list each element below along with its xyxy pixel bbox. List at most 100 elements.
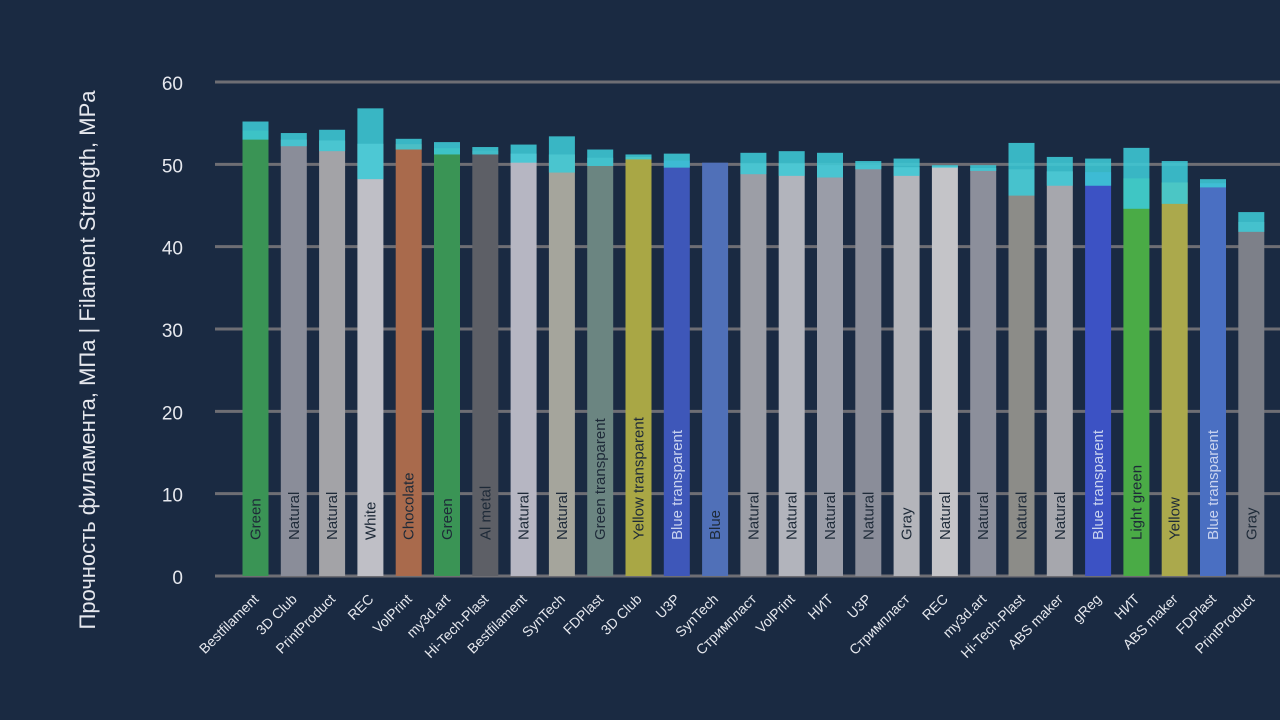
bar-color-label-14: Natural [784, 492, 801, 540]
bar-9 [587, 157, 614, 576]
bar-color-label-19: Natural [975, 492, 992, 540]
bar-color-label-2: Natural [324, 492, 341, 540]
y-tick-label-10: 10 [162, 486, 183, 507]
error-band-20 [1008, 142, 1035, 196]
bar-25 [1200, 183, 1226, 576]
error-band-24 [1161, 161, 1188, 204]
error-band-3 [357, 108, 384, 180]
bar-color-label-0: Green [248, 498, 265, 540]
bar-color-label-22: Blue transparent [1090, 429, 1107, 540]
bar-24 [1161, 182, 1188, 577]
bar-color-label-8: Natural [554, 492, 571, 540]
bar-color-label-21: Natural [1052, 492, 1069, 540]
error-band-16 [855, 161, 882, 170]
bar-color-label-15: Natural [822, 492, 839, 540]
bar-11 [663, 160, 690, 576]
error-band-15 [817, 152, 843, 178]
error-band-9 [587, 149, 614, 166]
bar-color-label-18: Natural [937, 492, 954, 540]
bar-7 [510, 153, 537, 576]
error-band-19 [970, 165, 997, 171]
y-tick-label-30: 30 [162, 321, 183, 342]
bar-color-label-1: Natural [286, 492, 303, 540]
bar-13 [740, 163, 767, 576]
x-tick-label-23: НИТ [1111, 590, 1143, 622]
error-band-6 [472, 147, 499, 155]
error-band-13 [740, 152, 767, 175]
bar-23 [1123, 178, 1150, 576]
bar-26 [1238, 221, 1265, 576]
bar-color-label-6: Al metal [477, 486, 494, 540]
bar-color-label-13: Natural [745, 492, 762, 540]
error-band-10 [625, 154, 652, 160]
bar-color-label-9: Green transparent [592, 417, 609, 540]
error-band-17 [893, 158, 920, 176]
bar-color-labels: Green Natural Natural White Chocolate Green Al… [248, 416, 1261, 540]
y-tick-label-0: 0 [172, 568, 183, 589]
x-tick-label-3: REC [344, 591, 376, 623]
bar-color-label-10: Yellow transparent [631, 416, 648, 540]
y-tick-label-60: 60 [162, 74, 183, 95]
bar-0 [242, 130, 269, 576]
y-axis-title: Прочность филамента, МПа | Filament Stre… [75, 90, 100, 630]
bar-color-label-5: Green [439, 498, 456, 540]
y-tick-label-40: 40 [162, 239, 183, 260]
bar-1 [280, 139, 307, 576]
error-band-14 [778, 151, 805, 176]
bar-4 [395, 144, 422, 576]
x-tick-label-0: Bestfilament [196, 591, 262, 657]
error-band-7 [510, 144, 537, 163]
bar-15 [817, 165, 843, 576]
bar-color-label-20: Natural [1014, 492, 1031, 540]
error-band-18 [931, 165, 958, 168]
x-tick-label-11: U3P [652, 591, 683, 622]
y-axis-ticks: 0 10 20 30 40 50 60 [162, 74, 183, 589]
bar-color-label-12: Blue [707, 510, 724, 540]
bar-color-label-4: Chocolate [401, 472, 418, 540]
bar-color-label-7: Natural [516, 492, 533, 540]
y-tick-label-50: 50 [162, 156, 183, 177]
bar-18 [931, 166, 958, 576]
x-tick-label-16: U3P [844, 591, 875, 622]
error-bands [242, 108, 1265, 232]
error-band-26 [1238, 212, 1265, 232]
bar-2 [319, 140, 346, 576]
x-tick-label-9: FDPlast [560, 591, 607, 638]
error-band-5 [434, 142, 460, 155]
bar-12 [702, 162, 729, 577]
error-band-1 [280, 133, 307, 147]
x-tick-label-8: SynTech [519, 591, 568, 640]
bar-17 [893, 167, 920, 576]
error-band-22 [1085, 158, 1112, 186]
bar-color-label-23: Light green [1128, 465, 1145, 540]
bar-3 [357, 143, 384, 576]
bar-color-label-16: Natural [860, 492, 877, 540]
bar-22 [1085, 172, 1112, 576]
error-band-25 [1200, 179, 1226, 188]
bar-6 [472, 150, 499, 576]
bar-14 [778, 163, 805, 576]
y-tick-label-20: 20 [162, 403, 183, 424]
bar-color-label-3: White [362, 502, 379, 540]
bar-color-label-17: Gray [899, 507, 916, 540]
error-band-8 [548, 136, 575, 173]
error-band-4 [395, 138, 422, 150]
bars [242, 130, 1265, 577]
error-band-0 [242, 121, 269, 140]
bar-color-label-11: Blue transparent [669, 429, 686, 540]
error-band-23 [1123, 147, 1150, 209]
bar-16 [855, 165, 882, 576]
bar-20 [1008, 169, 1035, 577]
x-tick-label-14: VolPrint [752, 591, 798, 637]
bar-color-label-26: Gray [1243, 507, 1260, 540]
error-band-2 [319, 129, 346, 152]
bar-5 [434, 148, 460, 577]
bar-color-label-25: Blue transparent [1205, 429, 1222, 540]
bar-8 [548, 154, 575, 576]
x-tick-label-15: НИТ [804, 590, 836, 622]
bar-10 [625, 156, 652, 576]
x-tick-label-22: gReg [1069, 591, 1104, 626]
bar-21 [1046, 171, 1073, 576]
